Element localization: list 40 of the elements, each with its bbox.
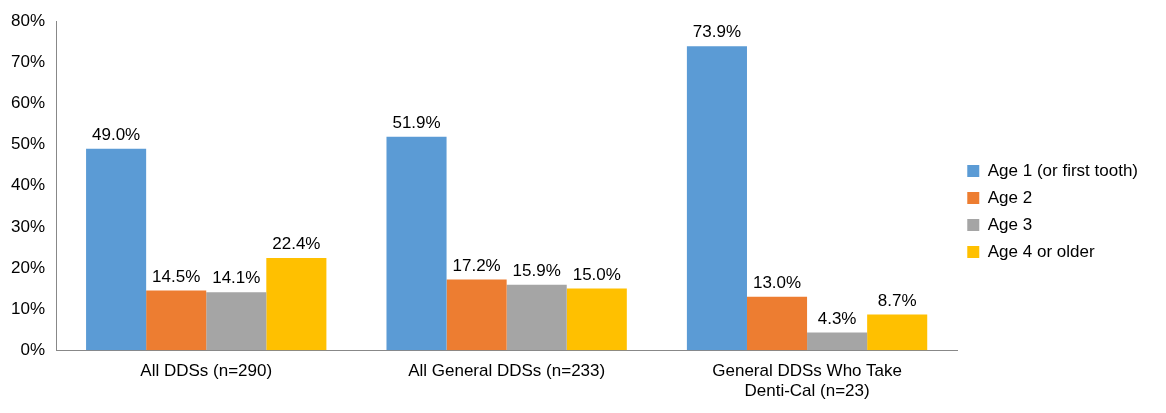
x-tick-label: All DDSs (n=290) [140,361,273,381]
data-label: 15.0% [572,264,621,284]
data-label: 17.2% [452,255,501,275]
y-tick-label: 40% [10,175,46,195]
y-tick-label: 10% [10,298,46,318]
bar [206,292,267,351]
y-tick-label: 20% [10,257,46,277]
y-tick-label: 50% [10,134,46,154]
bar [746,296,808,351]
y-tick-label: 80% [10,10,46,30]
data-label: 51.9% [392,112,441,132]
bar [446,279,507,351]
data-label: 8.7% [877,290,917,310]
data-label: 4.3% [817,308,857,328]
legend-label: Age 4 or older [987,241,1095,261]
bar [807,332,868,351]
bar [386,136,447,351]
x-tick-label: General DDSs Who Take Denti-Cal (n=23) [712,361,902,401]
bar [266,258,327,351]
bar [146,290,207,351]
bar [686,46,747,351]
y-tick-label: 0% [20,339,46,359]
legend-label: Age 2 [987,187,1033,207]
data-label: 73.9% [692,22,742,42]
y-tick-label: 70% [10,52,46,72]
bar [86,148,147,351]
data-label: 13.0% [752,272,802,292]
data-label: 14.5% [152,266,201,286]
y-tick-label: 30% [10,216,46,236]
x-tick-label: All General DDSs (n=233) [408,361,606,381]
y-tick-label: 60% [10,93,46,113]
bar [566,288,627,351]
legend-label: Age 1 (or first tooth) [987,160,1139,180]
bar [867,314,928,351]
legend-label: Age 3 [987,214,1033,234]
data-label: 22.4% [272,234,321,254]
data-label: 49.0% [92,124,141,144]
bar [506,284,567,351]
data-label: 15.9% [512,261,561,280]
data-label: 14.1% [212,268,261,288]
